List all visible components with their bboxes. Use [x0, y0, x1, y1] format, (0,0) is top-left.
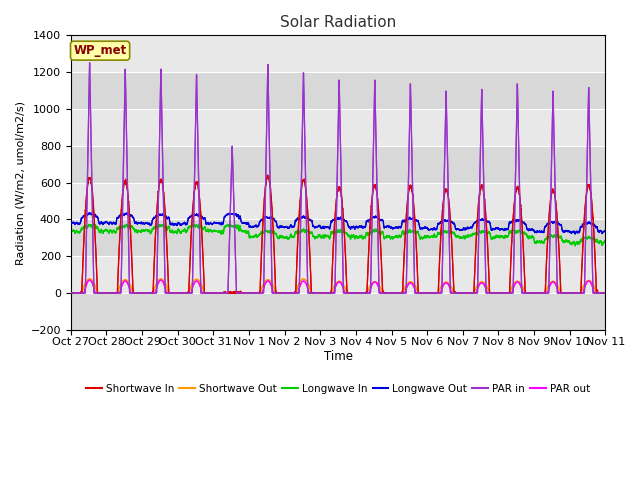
Legend: Shortwave In, Shortwave Out, Longwave In, Longwave Out, PAR in, PAR out: Shortwave In, Shortwave Out, Longwave In… — [82, 380, 595, 398]
Bar — [71, 36, 605, 72]
Bar — [71, 109, 605, 146]
Bar — [71, 293, 605, 330]
Y-axis label: Radiation (W/m2, umol/m2/s): Radiation (W/m2, umol/m2/s) — [15, 101, 25, 264]
Bar — [71, 182, 605, 219]
Text: WP_met: WP_met — [74, 44, 127, 57]
Bar — [71, 146, 605, 182]
Bar — [71, 256, 605, 293]
X-axis label: Time: Time — [324, 350, 353, 363]
Title: Solar Radiation: Solar Radiation — [280, 15, 396, 30]
Bar — [71, 219, 605, 256]
Bar — [71, 72, 605, 109]
